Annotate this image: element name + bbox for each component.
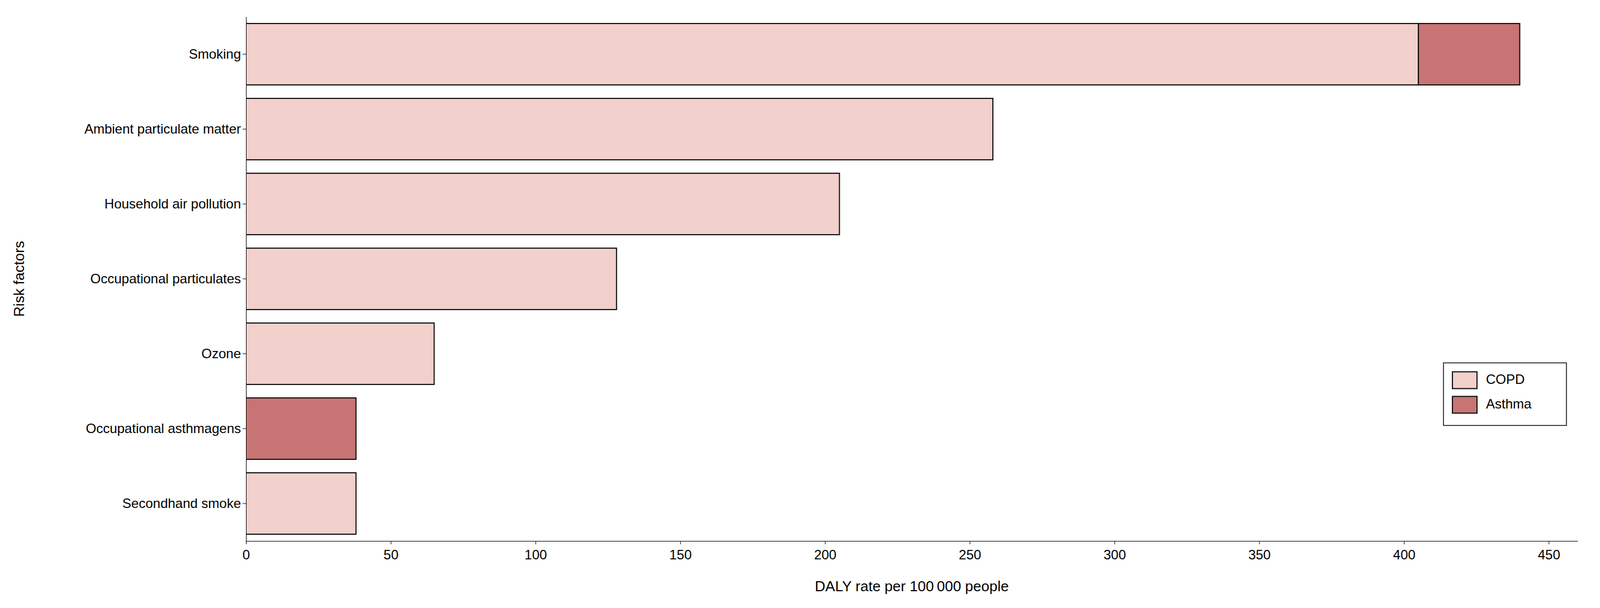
legend-label: COPD xyxy=(1485,371,1525,387)
y-tick-label: Ambient particulate matter xyxy=(84,121,241,137)
bar xyxy=(616,248,618,310)
y-tick: Ambient particulate matter xyxy=(84,121,246,137)
x-tick: 150 xyxy=(669,541,692,563)
y-axis: Smoking Ambient particulate matter Househo… xyxy=(84,17,247,542)
legend-item: Asthma xyxy=(1452,396,1532,414)
bar xyxy=(992,98,994,160)
bar xyxy=(355,472,357,535)
y-tick: Occupational asthmagens xyxy=(86,420,247,437)
y-tick: Ozone xyxy=(201,346,246,362)
x-tick: 450 xyxy=(1537,541,1561,563)
y-tick: Occupational particulates xyxy=(90,271,246,287)
x-tick-mark xyxy=(825,541,826,545)
x-tick-mark xyxy=(1258,541,1260,545)
x-tick-mark xyxy=(390,541,392,545)
x-tick-mark xyxy=(1114,541,1115,545)
chart: 0 50 100 150 200 250 300 350 400 450 Smoking Ambien… xyxy=(0,0,1600,608)
y-tick-mark xyxy=(242,353,246,355)
bar xyxy=(245,173,840,235)
x-tick-mark xyxy=(1403,541,1405,545)
bar xyxy=(245,248,617,310)
x-tick-mark xyxy=(969,541,971,545)
bar xyxy=(245,323,435,385)
y-tick-mark xyxy=(242,278,246,280)
y-tick-mark xyxy=(242,54,246,55)
y-tick: Smoking xyxy=(188,46,246,62)
y-tick-mark xyxy=(242,503,246,505)
x-tick: 300 xyxy=(1103,541,1126,563)
series-bars xyxy=(245,23,1419,535)
x-tick-label: 150 xyxy=(669,547,692,563)
x-tick-label: 250 xyxy=(958,547,982,563)
legend: COPD Asthma xyxy=(1443,362,1567,426)
y-tick-label: Ozone xyxy=(201,346,241,362)
plot: 0 50 100 150 200 250 300 350 400 450 Smoking Ambien… xyxy=(84,17,1579,563)
x-tick-mark xyxy=(1548,541,1550,545)
bar xyxy=(245,398,357,460)
y-axis-title: Risk factors xyxy=(10,240,28,317)
x-tick: 0 xyxy=(242,541,250,563)
x-tick-label: 100 xyxy=(524,547,547,563)
series-bars xyxy=(245,23,1520,460)
x-tick: 100 xyxy=(524,541,547,563)
y-tick-mark xyxy=(242,129,246,130)
bars xyxy=(245,23,1520,535)
bar xyxy=(245,472,357,535)
bar xyxy=(245,23,1419,85)
x-tick: 50 xyxy=(383,541,399,563)
x-axis: 0 50 100 150 200 250 300 350 400 450 xyxy=(242,541,1579,563)
x-tick: 250 xyxy=(958,541,982,563)
bar xyxy=(839,173,841,235)
y-tick-label: Smoking xyxy=(188,46,241,62)
legend-item: COPD xyxy=(1452,371,1525,390)
y-tick-label: Occupational particulates xyxy=(90,271,241,287)
x-tick-label: 350 xyxy=(1248,547,1271,563)
y-axis-line xyxy=(245,17,247,542)
x-tick-label: 50 xyxy=(383,547,399,563)
x-tick-label: 400 xyxy=(1393,547,1416,563)
bar xyxy=(433,323,435,385)
x-tick-label: 450 xyxy=(1537,547,1561,563)
y-tick-mark xyxy=(242,428,246,430)
bar xyxy=(245,98,993,160)
y-tick: Secondhand smoke xyxy=(122,495,246,511)
legend-label: Asthma xyxy=(1485,396,1532,412)
y-tick-label: Secondhand smoke xyxy=(122,495,241,511)
x-axis-title: DALY rate per 100 000 people xyxy=(815,578,1010,595)
x-tick-label: 200 xyxy=(813,547,837,563)
x-tick: 400 xyxy=(1393,541,1416,563)
x-axis-line xyxy=(246,541,1579,542)
bar xyxy=(1418,23,1520,85)
x-tick: 200 xyxy=(813,541,837,563)
y-tick: Household air pollution xyxy=(104,196,246,212)
y-tick-mark xyxy=(242,204,246,205)
y-tick-label: Occupational asthmagens xyxy=(86,420,242,437)
x-tick: 350 xyxy=(1248,541,1271,563)
legend-swatch xyxy=(1452,396,1478,414)
legend-frame xyxy=(1443,362,1567,426)
x-tick-label: 300 xyxy=(1103,547,1126,563)
y-tick-label: Household air pollution xyxy=(104,196,241,212)
x-tick-mark xyxy=(680,541,681,545)
x-tick-label: 0 xyxy=(242,547,250,563)
legend-swatch xyxy=(1452,371,1478,389)
x-tick-mark xyxy=(245,541,247,545)
x-tick-mark xyxy=(535,541,537,545)
